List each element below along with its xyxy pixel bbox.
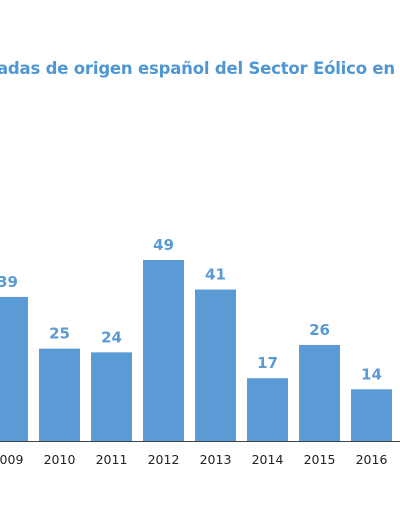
value-label-2010: 25 (49, 325, 70, 343)
tick-label-2011: 2011 (96, 452, 128, 467)
tick-label-group: 2009 2010 2011 2012 2013 2014 2015 2016 (0, 452, 387, 467)
bar-2014 (247, 378, 288, 441)
bar-2013 (195, 289, 236, 441)
value-label-group: 39 25 24 49 41 17 26 14 (0, 236, 382, 383)
tick-label-2010: 2010 (44, 452, 76, 467)
tick-label-2016: 2016 (356, 452, 388, 467)
value-label-2014: 17 (257, 354, 278, 372)
bar-2009 (0, 296, 28, 441)
bar-group (0, 259, 392, 441)
value-label-2013: 41 (205, 266, 226, 284)
tick-label-2015: 2015 (304, 452, 336, 467)
tick-label-2009: 2009 (0, 452, 23, 467)
value-label-2016: 14 (361, 365, 382, 383)
value-label-2015: 26 (309, 321, 330, 339)
bar-2015 (299, 344, 340, 441)
bar-2016 (351, 389, 392, 441)
tick-label-2013: 2013 (200, 452, 232, 467)
value-label-2009: 39 (0, 273, 18, 291)
value-label-2012: 49 (153, 236, 174, 254)
tick-label-2014: 2014 (252, 452, 284, 467)
bar-2012 (143, 259, 184, 441)
bar-2010 (39, 348, 80, 441)
tick-label-2012: 2012 (148, 452, 180, 467)
chart-title: adas de origen español del Sector Eólico… (0, 59, 400, 78)
value-label-2011: 24 (101, 328, 122, 346)
bar-2011 (91, 352, 132, 441)
